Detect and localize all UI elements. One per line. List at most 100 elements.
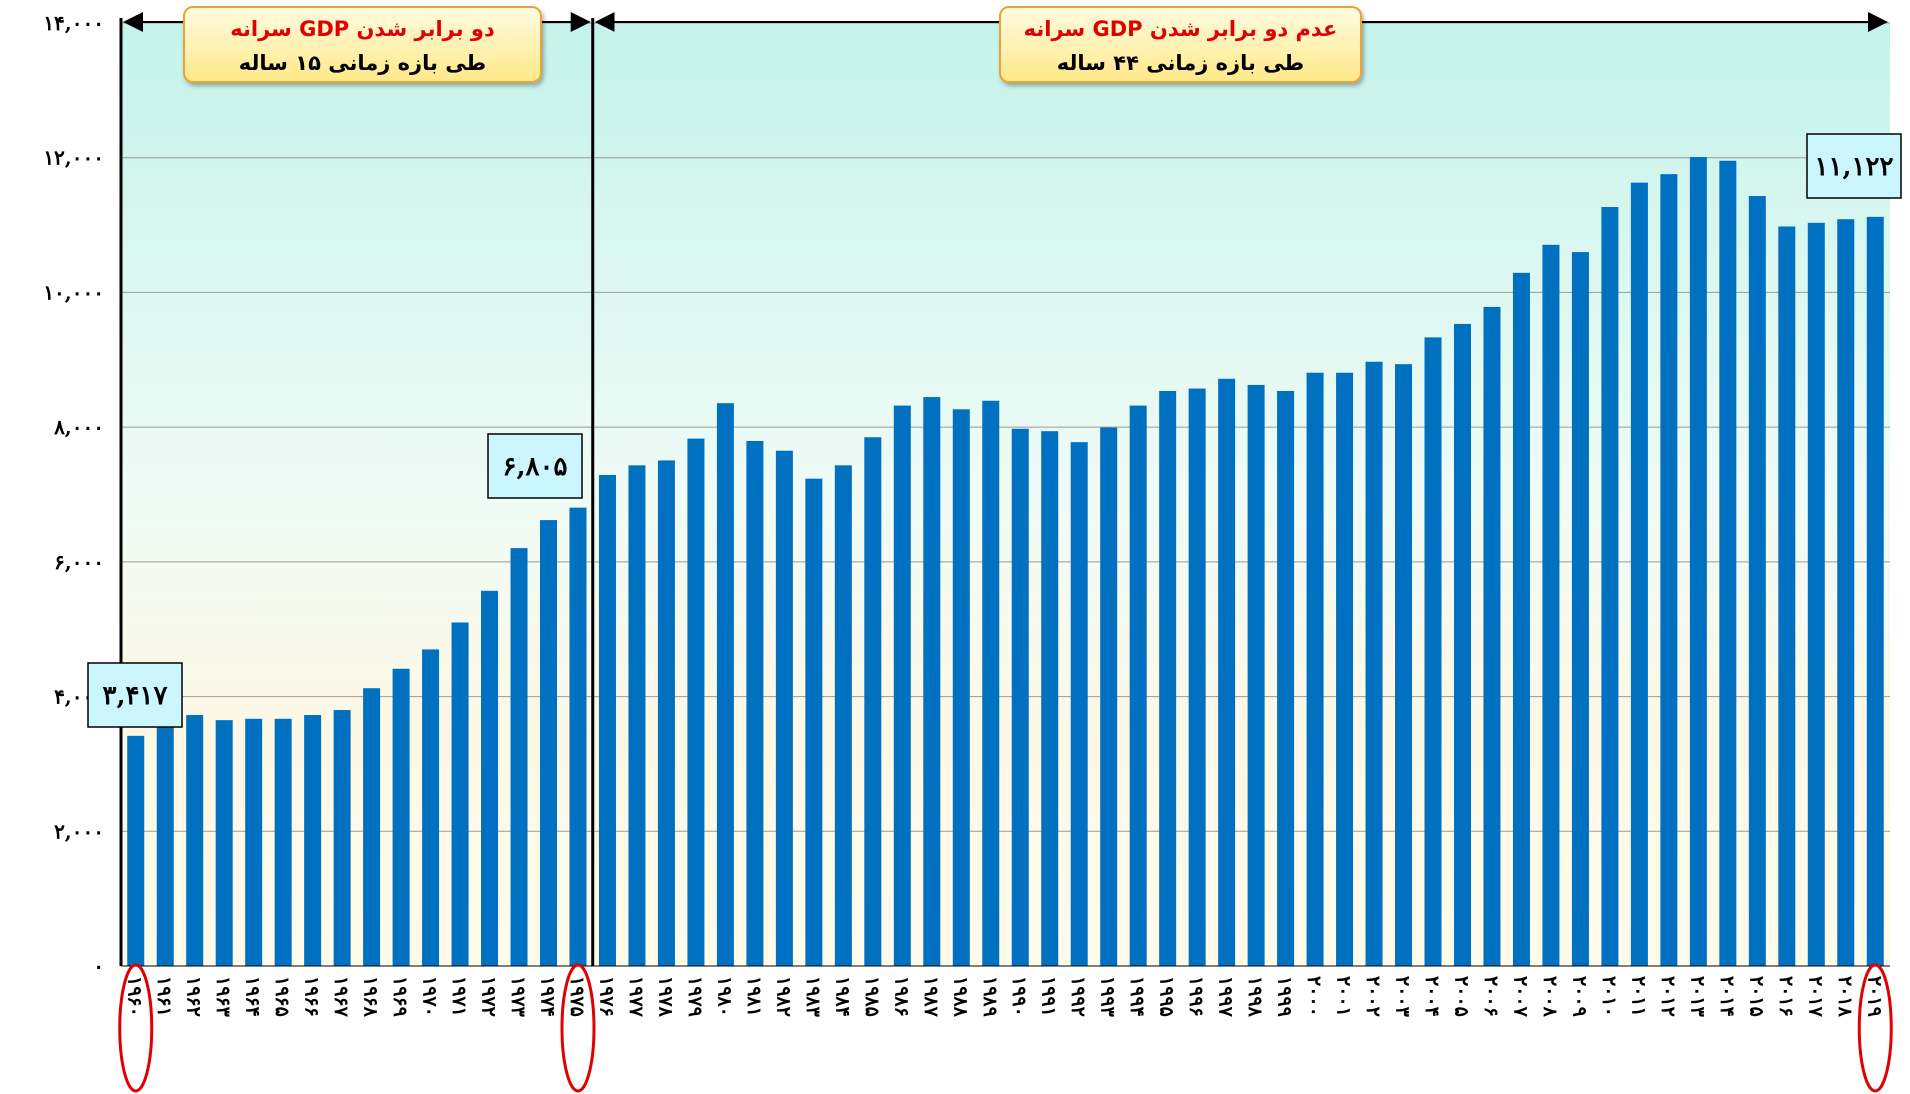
bar xyxy=(1866,216,1884,966)
bar xyxy=(1778,226,1796,966)
bar xyxy=(540,520,558,966)
bar xyxy=(1395,364,1413,966)
bar xyxy=(716,403,734,967)
bar xyxy=(746,440,764,967)
bar xyxy=(1011,428,1029,967)
plot-background xyxy=(121,23,1890,966)
x-tick-label: ۱۹۶۷ xyxy=(330,976,352,1018)
x-tick-label: ۱۹۷۵ xyxy=(566,976,588,1017)
x-tick-label: ۱۹۸۳ xyxy=(802,976,824,1018)
x-tick-label: ۲۰۰۷ xyxy=(1509,976,1531,1018)
bar xyxy=(186,715,204,966)
bar xyxy=(127,735,145,966)
x-tick-label: ۱۹۷۶ xyxy=(595,976,617,1017)
x-tick-label: ۱۹۷۳ xyxy=(507,976,529,1018)
x-tick-label: ۱۹۸۸ xyxy=(949,976,971,1018)
bar xyxy=(1512,272,1530,966)
bar xyxy=(687,438,705,966)
highlight-ellipse xyxy=(560,963,596,1093)
bar xyxy=(1719,160,1737,966)
x-tick-label: ۲۰۱۱ xyxy=(1627,976,1649,1017)
bar xyxy=(1188,388,1206,966)
x-tick-label: ۲۰۰۰ xyxy=(1303,976,1325,1017)
bar xyxy=(1689,157,1707,966)
x-tick-label: ۱۹۹۸ xyxy=(1244,976,1266,1018)
x-tick-label: ۱۹۹۰ xyxy=(1008,976,1030,1017)
x-tick-label: ۱۹۸۶ xyxy=(890,976,912,1017)
bar xyxy=(1365,361,1383,966)
y-tick-label: ۰ xyxy=(93,954,104,978)
x-tick-label: ۱۹۶۳ xyxy=(212,976,234,1018)
x-tick-label: ۲۰۱۵ xyxy=(1745,976,1767,1017)
bar xyxy=(1247,384,1265,967)
x-tick-label: ۲۰۱۹ xyxy=(1863,976,1885,1017)
x-tick-label: ۲۰۰۲ xyxy=(1362,976,1384,1017)
bar xyxy=(952,409,970,966)
y-tick-label: ۲,۰۰۰ xyxy=(54,819,104,843)
bar xyxy=(1129,405,1147,966)
x-tick-label: ۱۹۹۳ xyxy=(1097,976,1119,1018)
x-tick-label: ۲۰۱۴ xyxy=(1716,976,1738,1017)
bar xyxy=(657,460,675,966)
x-tick-label: ۱۹۸۵ xyxy=(861,976,883,1017)
value-label-box xyxy=(487,433,583,499)
bar xyxy=(1807,222,1825,967)
annotation-box: عدم دو برابر شدن GDP سرانه طی بازه زمانی… xyxy=(999,6,1362,83)
bar xyxy=(569,507,587,966)
value-label-box xyxy=(1806,133,1902,199)
x-tick-label: ۲۰۱۶ xyxy=(1775,976,1797,1017)
x-tick-label: ۱۹۸۹ xyxy=(979,976,1001,1017)
x-tick-label: ۲۰۱۷ xyxy=(1804,976,1826,1018)
bar xyxy=(982,400,1000,966)
bar xyxy=(363,688,381,966)
x-tick-label: ۱۹۹۶ xyxy=(1185,976,1207,1017)
bar xyxy=(1041,431,1059,966)
x-tick-label: ۲۰۰۶ xyxy=(1480,976,1502,1017)
bar xyxy=(923,397,941,966)
annotation-text: طی بازه زمانی ۱۵ ساله xyxy=(238,51,487,75)
x-tick-label: ۱۹۶۱ xyxy=(153,976,175,1017)
x-tick-label: ۱۹۹۹ xyxy=(1274,976,1296,1017)
x-tick-label: ۲۰۰۵ xyxy=(1450,976,1472,1017)
x-tick-label: ۱۹۷۹ xyxy=(684,976,706,1017)
value-label-box xyxy=(87,662,183,728)
x-tick-label: ۱۹۷۱ xyxy=(448,976,470,1017)
highlight-ellipse xyxy=(118,963,154,1093)
x-tick-label: ۱۹۸۱ xyxy=(743,976,765,1017)
y-tick-label: ۱۰,۰۰۰ xyxy=(43,280,104,304)
bar xyxy=(1542,244,1560,966)
x-tick-label: ۱۹۹۷ xyxy=(1215,976,1237,1018)
x-tick-label: ۱۹۷۸ xyxy=(654,976,676,1018)
annotation-text: طی بازه زمانی ۴۴ ساله xyxy=(1056,51,1305,75)
x-tick-label: ۲۰۱۳ xyxy=(1686,976,1708,1018)
bar xyxy=(1483,306,1501,966)
bar xyxy=(893,405,911,966)
y-tick-label: ۶,۰۰۰ xyxy=(54,550,104,574)
bar xyxy=(864,437,882,966)
highlight-ellipse xyxy=(1857,963,1893,1093)
bar xyxy=(775,450,793,966)
x-tick-label: ۲۰۱۰ xyxy=(1598,976,1620,1017)
bar xyxy=(422,649,440,966)
x-tick-label: ۱۹۶۴ xyxy=(242,976,264,1017)
x-tick-label: ۲۰۰۸ xyxy=(1539,976,1561,1018)
bar xyxy=(392,668,410,966)
x-tick-label: ۱۹۷۰ xyxy=(419,976,441,1017)
x-tick-label: ۱۹۷۲ xyxy=(478,976,500,1017)
bar xyxy=(156,726,174,966)
x-tick-label: ۱۹۶۰ xyxy=(124,976,146,1017)
x-tick-label: ۱۹۸۲ xyxy=(772,976,794,1017)
bar xyxy=(1571,252,1589,966)
x-tick-label: ۲۰۰۱ xyxy=(1333,976,1355,1017)
y-tick-label: ۸,۰۰۰ xyxy=(53,415,104,439)
bar xyxy=(451,622,469,966)
x-tick-label: ۱۹۶۵ xyxy=(271,976,293,1017)
x-tick-label: ۱۹۹۱ xyxy=(1038,976,1060,1017)
bar xyxy=(628,465,646,966)
x-tick-label: ۱۹۶۸ xyxy=(360,976,382,1018)
bar xyxy=(215,720,233,966)
x-tick-label: ۱۹۶۹ xyxy=(389,976,411,1017)
annotation-box: دو برابر شدن GDP سرانه طی بازه زمانی ۱۵ … xyxy=(183,6,542,83)
